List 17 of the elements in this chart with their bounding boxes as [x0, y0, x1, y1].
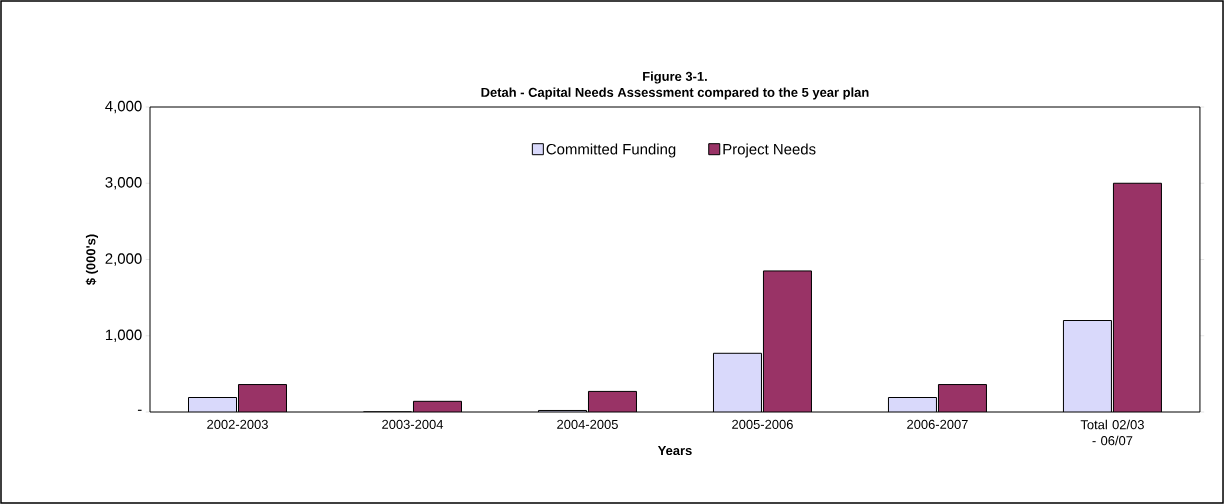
chart-subtitle: Detah - Capital Needs Assessment compared to the 5 year plan — [481, 87, 869, 100]
x-tick-label: 2006-2007 — [907, 419, 968, 429]
y-tick-label: 2,000 — [105, 253, 142, 266]
y-tick-label: 1,000 — [105, 329, 142, 342]
y-tick-label: 3,000 — [105, 177, 142, 190]
y-tick-label: - — [137, 409, 142, 411]
legend-label: Project Needs — [723, 143, 816, 158]
y-axis-title: $ (000's) — [85, 234, 98, 285]
x-axis-title: Years — [657, 446, 692, 456]
legend-label: Committed Funding — [546, 143, 676, 158]
x-tick-label: 2004-2005 — [557, 419, 618, 429]
x-tick-label: Total 02/03 - 06/07 — [1080, 419, 1144, 446]
x-tick-label: 2003-2004 — [382, 419, 444, 429]
x-tick-label: 2002-2003 — [207, 419, 268, 429]
x-tick-label: 2005-2006 — [732, 419, 793, 429]
chart-title: Figure 3-1. — [643, 71, 707, 84]
y-tick-label: 4,000 — [105, 100, 142, 114]
